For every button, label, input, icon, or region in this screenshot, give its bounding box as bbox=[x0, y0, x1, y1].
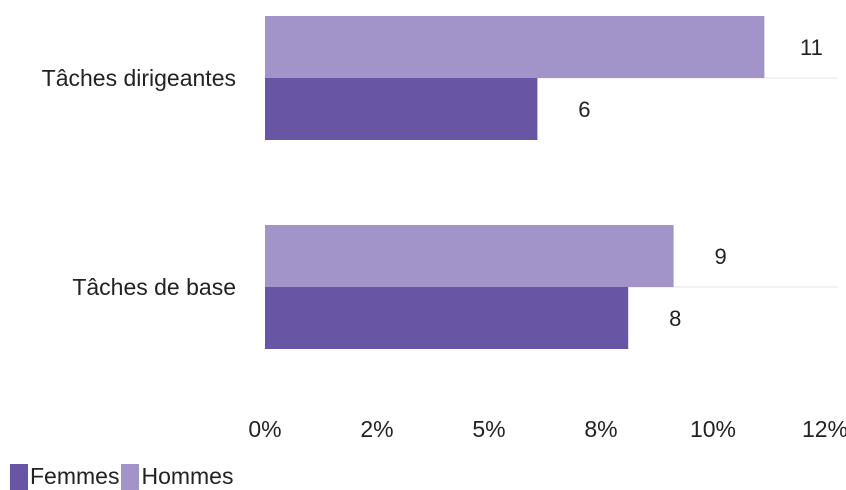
bar-femmes-t-ches-de-base[interactable] bbox=[265, 287, 629, 349]
bar-hommes-t-ches-de-base[interactable] bbox=[265, 225, 674, 287]
legend-item-femmes[interactable]: Femmes bbox=[10, 463, 119, 490]
bars bbox=[265, 16, 765, 349]
legend: Femmes Hommes bbox=[10, 463, 235, 490]
x-tick-label: 5% bbox=[472, 416, 505, 442]
data-label-femmes-t-ches-de-base: 8 bbox=[669, 306, 681, 331]
x-tick-label: 10% bbox=[690, 416, 736, 442]
data-label-femmes-t-ches-dirigeantes: 6 bbox=[578, 97, 590, 122]
x-tick-label: 0% bbox=[248, 416, 281, 442]
bar-femmes-t-ches-dirigeantes[interactable] bbox=[265, 78, 538, 140]
data-label-hommes-t-ches-de-base: 9 bbox=[714, 244, 726, 269]
x-tick-label: 8% bbox=[584, 416, 617, 442]
bar-hommes-t-ches-dirigeantes[interactable] bbox=[265, 16, 765, 78]
category-label-t-ches-dirigeantes: Tâches dirigeantes bbox=[42, 65, 236, 91]
data-labels: 11 6 9 8 bbox=[578, 35, 823, 331]
legend-item-hommes[interactable]: Hommes bbox=[121, 463, 233, 490]
x-tick-labels: 0% 2% 5% 8% 10% 12% bbox=[248, 416, 846, 442]
category-label-t-ches-de-base: Tâches de base bbox=[72, 274, 236, 300]
data-label-hommes-t-ches-dirigeantes: 11 bbox=[800, 35, 823, 60]
legend-label-hommes: Hommes bbox=[141, 463, 234, 489]
x-tick-label: 2% bbox=[360, 416, 393, 442]
legend-label-femmes: Femmes bbox=[30, 463, 120, 489]
legend-swatch-femmes bbox=[10, 463, 28, 490]
bar-chart: 11 6 9 8 Tâches dirigeantes Tâches de base 0… bbox=[42, 16, 846, 442]
category-labels: Tâches dirigeantes Tâches de base bbox=[42, 65, 236, 300]
legend-swatch-hommes bbox=[121, 463, 140, 490]
x-tick-label: 12% bbox=[802, 416, 846, 442]
